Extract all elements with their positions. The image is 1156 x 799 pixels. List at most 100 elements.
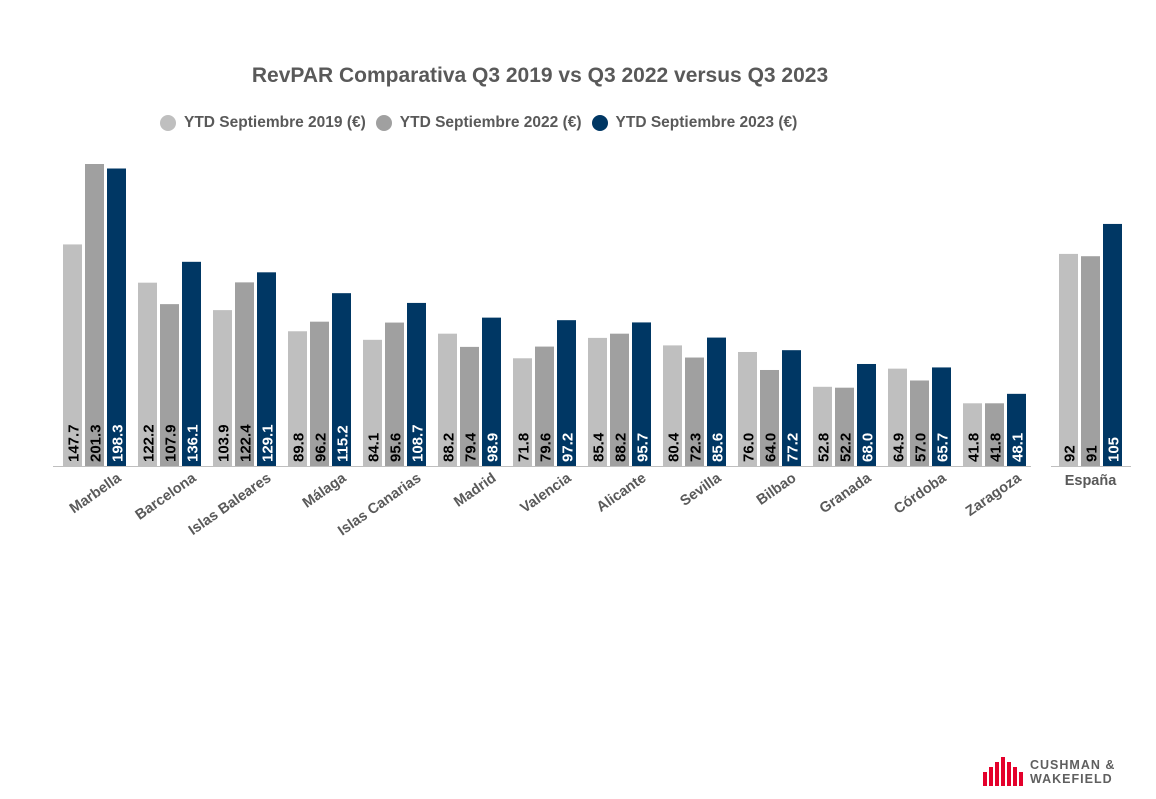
data-label-espana-s1: 92 (1062, 445, 1079, 462)
bar-espana-s2 (1081, 256, 1100, 466)
data-label-islas-baleares-s2: 122.4 (238, 424, 255, 462)
data-label-sevilla-s1: 80.4 (666, 432, 683, 462)
data-label-marbella-s1: 147.7 (66, 424, 83, 462)
bar-bilbao-s1 (738, 351, 757, 466)
legend-label-2019: YTD Septiembre 2019 (€) (184, 114, 366, 131)
data-label-cordoba-s3: 65.7 (935, 433, 952, 462)
cushman-wakefield-logo: CUSHMAN & WAKEFIELD (982, 756, 1132, 786)
data-label-alicante-s3: 95.7 (635, 433, 652, 462)
data-label-espana-s3: 105 (1106, 437, 1123, 462)
bar-islas-baleares-s1 (213, 310, 232, 466)
category-label-valencia: Valencia (518, 470, 575, 517)
chart-legend: YTD Septiembre 2019 (€) YTD Septiembre 2… (160, 114, 807, 132)
bar-madrid-s3 (482, 317, 501, 466)
legend-item-2023: YTD Septiembre 2023 (€) (591, 114, 797, 132)
data-label-islas-canarias-s3: 108.7 (410, 424, 427, 462)
category-label-islas-baleares: Islas Baleares (186, 470, 274, 539)
bar-malaga-s1 (288, 331, 307, 466)
data-label-espana-s2: 91 (1084, 445, 1101, 462)
bar-marbella-s2 (85, 164, 104, 466)
bar-sevilla-s1 (663, 345, 682, 466)
data-label-madrid-s3: 98.9 (485, 433, 502, 462)
data-label-cordoba-s1: 64.9 (891, 433, 908, 462)
category-label-bilbao: Bilbao (754, 470, 800, 509)
bar-zaragoza-s1 (963, 403, 982, 466)
data-label-cordoba-s2: 57.0 (913, 433, 930, 462)
category-label-cordoba: Córdoba (891, 470, 950, 518)
data-label-bilbao-s3: 77.2 (785, 433, 802, 462)
logo-wordmark: CUSHMAN & WAKEFIELD (1030, 758, 1140, 786)
bar-zaragoza-s2 (985, 403, 1004, 466)
category-label-marbella: Marbella (67, 470, 125, 517)
category-label-granada: Granada (817, 470, 875, 517)
chart-title: RevPAR Comparativa Q3 2019 vs Q3 2022 ve… (251, 64, 829, 87)
data-label-granada-s1: 52.8 (816, 433, 833, 462)
data-label-barcelona-s1: 122.2 (141, 424, 158, 462)
bar-madrid-s2 (460, 346, 479, 466)
data-label-barcelona-s2: 107.9 (163, 424, 180, 462)
data-label-islas-canarias-s2: 95.6 (388, 433, 405, 462)
category-label-islas-canarias: Islas Canarias (335, 470, 424, 539)
legend-label-2022: YTD Septiembre 2022 (€) (399, 114, 582, 131)
data-label-zaragoza-s1: 41.8 (966, 433, 983, 462)
bar-alicante-s1 (588, 337, 607, 466)
bar-valencia-s1 (513, 358, 532, 466)
bar-marbella-s3 (107, 168, 126, 467)
data-label-malaga-s3: 115.2 (335, 425, 352, 462)
bar-cordoba-s2 (910, 380, 929, 466)
category-label-zaragoza: Zaragoza (963, 470, 1025, 520)
bar-malaga-s3 (332, 293, 351, 466)
category-label-barcelona: Barcelona (133, 470, 200, 524)
bar-granada-s3 (857, 363, 876, 466)
bar-barcelona-s3 (182, 261, 201, 466)
data-label-islas-canarias-s1: 84.1 (366, 433, 383, 462)
data-label-madrid-s2: 79.4 (463, 432, 480, 462)
category-label-espana: España (1065, 473, 1118, 489)
legend-swatch-2023 (591, 115, 608, 131)
bar-sevilla-s2 (685, 357, 704, 466)
data-label-alicante-s2: 88.2 (613, 433, 630, 462)
category-label-sevilla: Sevilla (677, 470, 725, 510)
bar-alicante-s2 (610, 333, 629, 466)
category-label-madrid: Madrid (451, 470, 499, 510)
data-label-barcelona-s3: 136.1 (185, 424, 202, 462)
data-label-marbella-s3: 198.3 (110, 424, 127, 462)
data-label-bilbao-s1: 76.0 (741, 433, 758, 462)
bar-bilbao-s3 (782, 350, 801, 466)
data-label-valencia-s2: 79.6 (538, 433, 555, 462)
bar-cordoba-s1 (888, 368, 907, 466)
logo-bars-icon (983, 757, 1023, 786)
data-label-alicante-s1: 85.4 (591, 432, 608, 462)
bar-malaga-s2 (310, 321, 329, 466)
data-label-zaragoza-s2: 41.8 (988, 433, 1005, 462)
data-label-sevilla-s2: 72.3 (688, 433, 705, 462)
bar-islas-baleares-s2 (235, 282, 254, 466)
bar-islas-canarias-s2 (385, 322, 404, 466)
bar-bilbao-s2 (760, 369, 779, 466)
data-label-sevilla-s3: 85.6 (710, 433, 727, 462)
bar-barcelona-s2 (160, 304, 179, 466)
bar-espana-s3 (1103, 223, 1122, 466)
data-label-malaga-s2: 96.2 (313, 433, 330, 462)
data-label-islas-baleares-s3: 129.1 (260, 424, 277, 462)
bar-madrid-s1 (438, 333, 457, 466)
data-label-granada-s2: 52.2 (838, 433, 855, 462)
bar-granada-s1 (813, 386, 832, 466)
bar-islas-canarias-s3 (407, 302, 426, 466)
bar-barcelona-s1 (138, 282, 157, 466)
data-label-islas-baleares-s1: 103.9 (216, 424, 233, 462)
bar-marbella-s1 (63, 244, 82, 466)
logo-line-1: CUSHMAN & (1030, 758, 1116, 772)
category-label-malaga: Málaga (300, 470, 350, 512)
legend-item-2022: YTD Septiembre 2022 (€) (375, 114, 582, 132)
data-label-granada-s3: 68.0 (860, 433, 877, 462)
data-label-valencia-s1: 71.8 (516, 433, 533, 462)
bar-valencia-s2 (535, 346, 554, 466)
data-label-bilbao-s2: 64.0 (763, 433, 780, 462)
legend-swatch-2022 (375, 115, 392, 131)
data-label-madrid-s1: 88.2 (441, 433, 458, 462)
data-label-zaragoza-s3: 48.1 (1010, 433, 1027, 462)
bar-sevilla-s3 (707, 337, 726, 466)
bar-cordoba-s3 (932, 367, 951, 466)
